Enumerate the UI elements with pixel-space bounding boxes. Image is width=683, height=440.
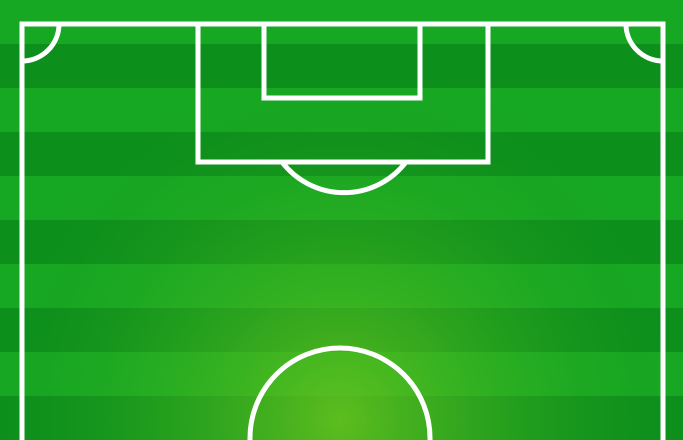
corner-arc-right (623, 23, 664, 64)
outer-boundary-line (19, 21, 666, 440)
penalty-arc-line (280, 160, 408, 196)
penalty-area-line (195, 24, 491, 165)
goal-area-line (261, 24, 423, 101)
pitch-markings (19, 21, 666, 440)
center-circle-line (247, 345, 433, 440)
corner-arc-left (21, 23, 62, 64)
